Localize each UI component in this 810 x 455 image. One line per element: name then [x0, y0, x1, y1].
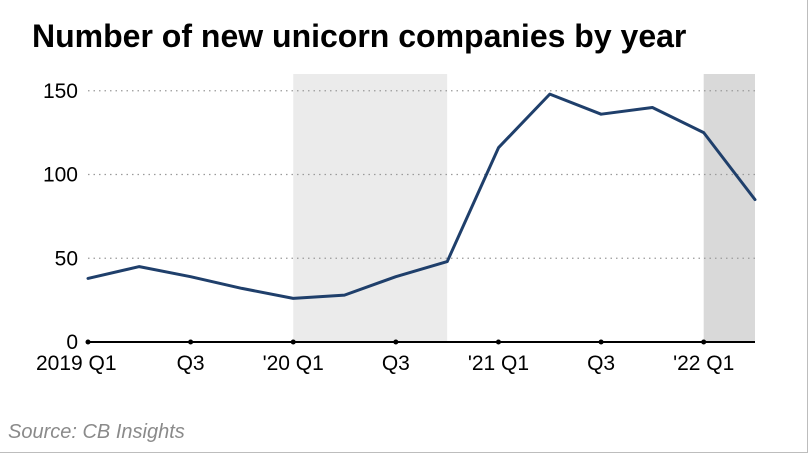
- y-axis: 0 50 100 150: [43, 80, 78, 354]
- x-tick-label-6: '22 Q1: [673, 352, 734, 375]
- x-tick-mark-3: [393, 339, 399, 345]
- x-tick-label-0: 2019 Q1: [36, 352, 117, 375]
- shaded-range-0: [293, 74, 448, 342]
- x-tick-mark-1: [188, 339, 194, 345]
- x-tick-label-4: '21 Q1: [468, 352, 529, 375]
- grid-lines: [88, 90, 755, 259]
- shaded-range-1: [703, 74, 755, 342]
- series-line-0: [86, 92, 757, 300]
- x-tick-label-5: Q3: [587, 352, 615, 375]
- chart-title: Number of new unicorn companies by year: [32, 18, 687, 54]
- x-tick-label-3: Q3: [382, 352, 410, 375]
- y-tick-label-0: 0: [66, 331, 78, 354]
- series-group: [86, 92, 757, 300]
- y-tick-label-100: 100: [43, 164, 78, 187]
- source-note: Source: CB Insights: [8, 421, 185, 443]
- x-tick-label-1: Q3: [177, 352, 205, 375]
- x-tick-mark-0: [85, 339, 91, 345]
- x-axis: 2019 Q1 Q3 '20 Q1 Q3 '21 Q1 Q3 '22 Q1: [36, 339, 734, 375]
- x-tick-mark-6: [701, 339, 707, 345]
- shaded-ranges: [293, 74, 755, 342]
- x-tick-label-2: '20 Q1: [263, 352, 324, 375]
- y-tick-label-150: 150: [43, 80, 78, 103]
- x-tick-mark-5: [598, 339, 604, 345]
- x-tick-mark-2: [290, 339, 296, 345]
- x-tick-mark-4: [495, 339, 501, 345]
- y-tick-label-50: 50: [55, 247, 78, 270]
